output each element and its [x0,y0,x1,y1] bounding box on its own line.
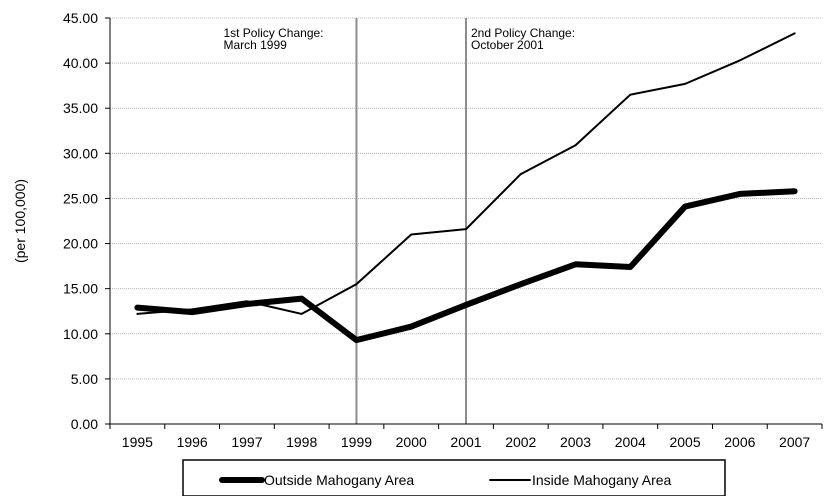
policy-annotation-text: 2nd Policy Change: [471,26,575,40]
axes: 0.00 5.00 10.00 15.00 20.00 25.00 30.00 35.00 40… [12,10,823,450]
annotations: 1st Policy Change:March 1999 2nd Policy C… [223,18,575,424]
legend: Outside Mahogany Area Inside Mahogany Are… [182,459,726,496]
x-tick-label: 2005 [669,434,700,450]
x-tick-label: 1996 [177,434,208,450]
x-tick-label: 2007 [779,434,810,450]
x-tick-label: 1999 [341,434,372,450]
x-tick-label: 1995 [122,434,153,450]
y-tick-label: 0.00 [71,416,98,432]
policy-annotation-text: March 1999 [223,38,287,52]
y-tick-label: 15.00 [63,281,98,297]
y-tick-label: 30.00 [63,145,98,161]
y-tick-label: 10.00 [63,326,98,342]
policy-annotation-text: October 2001 [471,38,544,52]
y-tick-label: 5.00 [71,371,98,387]
legend-box [182,459,726,496]
x-tick-label: 2003 [560,434,591,450]
y-tick-label: 35.00 [63,100,98,116]
legend-label: Inside Mahogany Area [532,472,672,488]
x-tick-label: 1998 [286,434,317,450]
x-tick-label: 2000 [396,434,427,450]
x-tick-label: 2006 [724,434,755,450]
policy-annotation-text: 1st Policy Change: [223,26,323,40]
x-tick-label: 2002 [505,434,536,450]
x-tick-label: 2001 [450,434,481,450]
y-tick-label: 25.00 [63,190,98,206]
y-tick-label: 40.00 [63,55,98,71]
series [134,32,798,344]
y-tick-label: 20.00 [63,236,98,252]
y-tick-label: 45.00 [63,10,98,26]
x-tick-label: 2004 [615,434,646,450]
legend-label: Outside Mahogany Area [264,472,414,488]
x-tick-label: 1997 [231,434,262,450]
y-axis-title: (per 100,000) [12,179,28,263]
